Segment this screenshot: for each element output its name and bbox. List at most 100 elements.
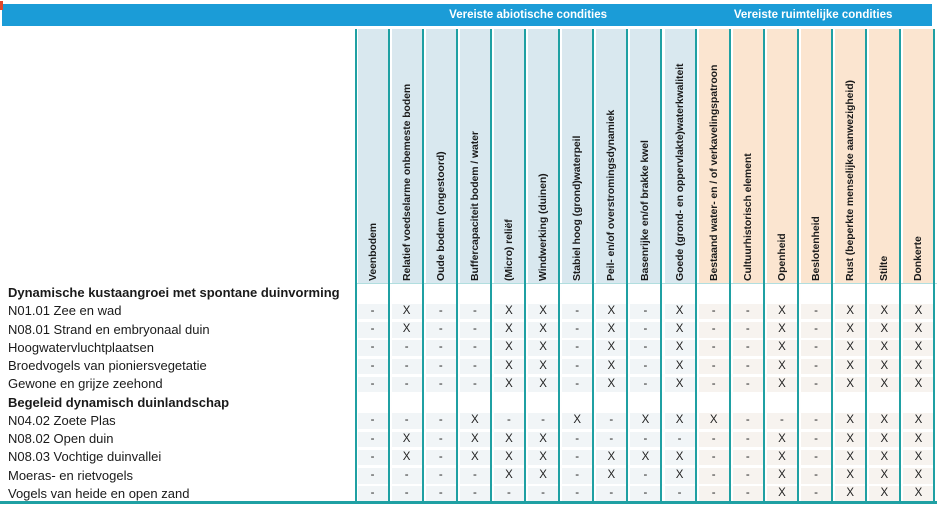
matrix-cell: X xyxy=(664,413,695,429)
matrix-cell: - xyxy=(425,468,456,484)
matrix-cell: - xyxy=(698,468,729,484)
matrix-cell: X xyxy=(562,413,593,429)
matrix-cell: X xyxy=(493,303,524,320)
matrix-cell: - xyxy=(732,303,763,320)
matrix-cell: - xyxy=(596,431,627,447)
matrix-cell: - xyxy=(801,468,832,484)
matrix-cell: X xyxy=(528,449,559,466)
row-label: N08.02 Open duin xyxy=(8,431,114,446)
column-header-background xyxy=(562,29,593,283)
matrix-cell: - xyxy=(801,413,832,429)
matrix-cell: X xyxy=(869,376,900,393)
matrix-cell: - xyxy=(732,431,763,447)
column-separator-line xyxy=(523,29,526,501)
matrix-cell: X xyxy=(869,322,900,338)
matrix-cell: X xyxy=(596,376,627,393)
row-label: Broedvogels van pioniersvegetatie xyxy=(8,358,207,373)
matrix-cell: - xyxy=(528,413,559,429)
matrix-cell: - xyxy=(357,303,388,320)
matrix-cell: - xyxy=(664,431,695,447)
matrix-cell: X xyxy=(835,358,866,374)
matrix-cell: X xyxy=(903,322,934,338)
matrix-cell: - xyxy=(357,449,388,466)
matrix-cell: - xyxy=(698,322,729,338)
matrix-cell: - xyxy=(698,358,729,374)
matrix-cell: - xyxy=(459,468,490,484)
matrix-cell: - xyxy=(425,486,456,502)
matrix-cell: - xyxy=(562,376,593,393)
column-header-background xyxy=(664,29,695,283)
matrix-cell: - xyxy=(562,486,593,502)
matrix-cell: - xyxy=(391,358,422,374)
row-label: Hoogwatervluchtplaatsen xyxy=(8,339,154,355)
matrix-cell: - xyxy=(698,431,729,447)
matrix-cell: - xyxy=(459,303,490,320)
matrix-cell: - xyxy=(391,413,422,429)
column-header-background xyxy=(357,29,388,283)
column-header-label: Rust (beperkte menselijke aanwezigheid) xyxy=(844,80,857,281)
matrix-cell: - xyxy=(357,431,388,447)
matrix-cell: - xyxy=(801,340,832,356)
matrix-cell: X xyxy=(391,303,422,320)
matrix-cell: - xyxy=(391,468,422,484)
column-header-label: Basenrijke en/of brakke kwel xyxy=(639,140,652,281)
matrix-cell: - xyxy=(459,340,490,356)
matrix-cell: X xyxy=(903,340,934,356)
matrix-cell: - xyxy=(425,358,456,374)
column-header-label: (Micro) reliëf xyxy=(502,219,515,281)
matrix-cell: X xyxy=(493,358,524,374)
column-header-background xyxy=(801,29,832,283)
matrix-cell: - xyxy=(562,449,593,466)
matrix-cell: X xyxy=(766,431,797,447)
column-header-background xyxy=(732,29,763,283)
matrix-cell: - xyxy=(630,358,661,374)
matrix-cell: X xyxy=(528,468,559,484)
matrix-cell: X xyxy=(835,303,866,320)
matrix-cell: - xyxy=(357,376,388,393)
matrix-cell: X xyxy=(835,322,866,338)
matrix-cell: X xyxy=(528,303,559,320)
column-separator-line xyxy=(831,29,834,501)
row-label: N01.01 Zee en wad xyxy=(8,303,122,319)
matrix-cell: - xyxy=(630,468,661,484)
column-separator-line xyxy=(387,29,390,501)
matrix-cell: - xyxy=(801,358,832,374)
matrix-cell: - xyxy=(801,322,832,338)
column-separator-line xyxy=(489,29,492,501)
column-header-background xyxy=(630,29,661,283)
matrix-cell: X xyxy=(493,340,524,356)
column-header-label: Peil- en/of overstromingsdynamiek xyxy=(605,109,618,281)
row-label: N08.01 Strand en embryonaal duin xyxy=(8,321,210,337)
matrix-cell: - xyxy=(698,376,729,393)
matrix-cell: X xyxy=(903,449,934,466)
row-label: Vogels van heide en open zand xyxy=(8,485,190,501)
matrix-cell: X xyxy=(869,468,900,484)
column-separator-line xyxy=(558,29,561,501)
matrix-cell: X xyxy=(664,376,695,393)
matrix-cell: X xyxy=(903,358,934,374)
matrix-cell: X xyxy=(766,303,797,320)
column-header-label: Windwerking (duinen) xyxy=(537,173,550,281)
matrix-cell: X xyxy=(766,340,797,356)
column-separator-line xyxy=(899,29,902,501)
column-header-label: Cultuurhistorisch element xyxy=(741,153,754,281)
matrix-cell: - xyxy=(732,340,763,356)
matrix-cell: X xyxy=(493,431,524,447)
matrix-cell: X xyxy=(869,486,900,502)
matrix-cell: X xyxy=(664,340,695,356)
matrix-cell: X xyxy=(459,413,490,429)
matrix-cell: - xyxy=(698,449,729,466)
matrix-cell: X xyxy=(766,358,797,374)
header-group-abiotic: Vereiste abiotische condities xyxy=(449,9,608,21)
matrix-cell: X xyxy=(835,486,866,502)
row-label: N04.02 Zoete Plas xyxy=(8,412,116,428)
matrix-cell: - xyxy=(493,486,524,502)
matrix-cell: X xyxy=(766,468,797,484)
column-header-background xyxy=(391,29,422,283)
matrix-cell: - xyxy=(528,486,559,502)
matrix-cell: - xyxy=(698,303,729,320)
column-header-background xyxy=(596,29,627,283)
matrix-cell: - xyxy=(459,486,490,502)
matrix-cell: X xyxy=(664,468,695,484)
column-header-background xyxy=(425,29,456,283)
